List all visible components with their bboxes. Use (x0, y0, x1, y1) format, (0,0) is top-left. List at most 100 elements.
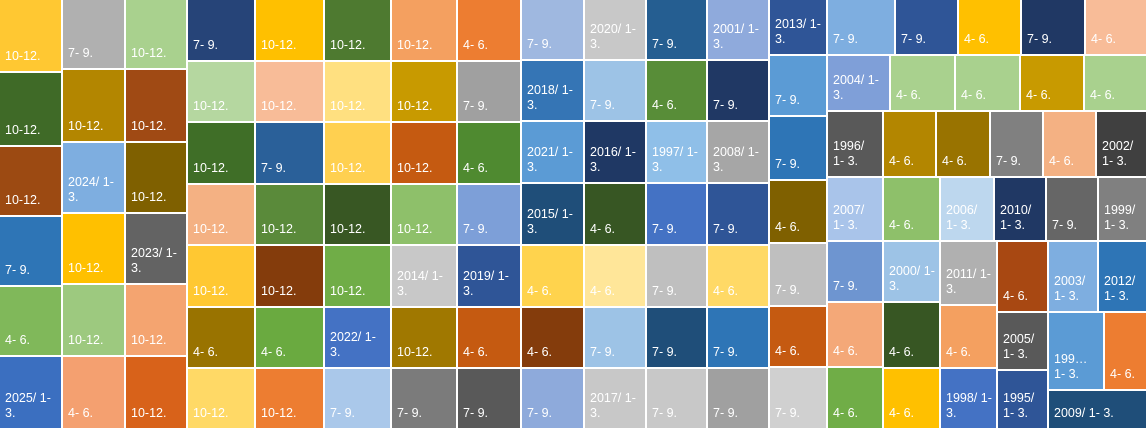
treemap-cell: 10-12. (63, 214, 126, 285)
treemap-cell: 1999/ 1- 3. (1099, 178, 1148, 242)
treemap-cell: 2011/ 1- 3. (941, 242, 998, 306)
cell-label: 7- 9. (996, 154, 1022, 168)
cell-label: 4- 6. (889, 154, 915, 168)
treemap-cell: 7- 9. (63, 0, 126, 70)
treemap-cell: 10-12. (325, 62, 392, 123)
cell-label: 4- 6. (5, 333, 31, 347)
cell-label: 4- 6. (463, 345, 489, 359)
cell-label: 10-12. (68, 333, 104, 347)
treemap-cell: 4- 6. (884, 303, 941, 369)
cell-label: 10-12. (131, 333, 167, 347)
treemap-cell: 10-12. (392, 185, 458, 246)
treemap-cell: 7- 9. (708, 61, 770, 122)
treemap-cell: 7- 9. (647, 308, 708, 369)
cell-label: 10-12. (193, 284, 229, 298)
treemap-cell: 1995/ 1- 3. (998, 371, 1049, 430)
cell-label: 7- 9. (713, 222, 739, 236)
treemap-cell: 2005/ 1- 3. (998, 313, 1049, 371)
cell-label: 10-12. (193, 99, 229, 113)
treemap-cell: 7- 9. (522, 369, 585, 430)
treemap-cell: 10-12. (325, 0, 392, 62)
cell-label: 7- 9. (330, 406, 356, 420)
treemap-cell: 7- 9. (522, 0, 585, 61)
treemap-cell: 10-12. (325, 123, 392, 185)
cell-label: 2006/ 1- 3. (946, 203, 978, 232)
treemap-cell: 4- 6. (956, 56, 1021, 112)
treemap-cell: 2022/ 1- 3. (325, 308, 392, 369)
cell-label: 7- 9. (1052, 218, 1078, 232)
treemap-cell: 2024/ 1- 3. (63, 143, 126, 214)
treemap-cell: 2012/ 1- 3. (1099, 242, 1148, 313)
cell-label: 2003/ 1- 3. (1054, 274, 1086, 303)
cell-label: 7- 9. (527, 37, 553, 51)
treemap-cell: 2023/ 1- 3. (126, 214, 188, 285)
cell-label: 1998/ 1- 3. (946, 391, 992, 420)
cell-label: 4- 6. (964, 32, 990, 46)
cell-label: 10-12. (261, 406, 297, 420)
treemap-cell: 10-12. (126, 143, 188, 214)
treemap-cell: 10-12. (256, 0, 325, 62)
cell-label: 2017/ 1- 3. (590, 391, 636, 420)
cell-label: 2024/ 1- 3. (68, 175, 114, 204)
treemap-cell: 2008/ 1- 3. (708, 122, 770, 184)
treemap-cell: 4- 6. (1044, 112, 1097, 178)
cell-label: 2008/ 1- 3. (713, 145, 759, 174)
cell-label: 10-12. (5, 193, 41, 207)
treemap-cell: 10-12. (126, 0, 188, 70)
treemap-cell: 7- 9. (392, 369, 458, 430)
treemap-cell: 2019/ 1- 3. (458, 246, 522, 308)
cell-label: 2013/ 1- 3. (775, 17, 821, 46)
cell-label: 7- 9. (833, 279, 859, 293)
treemap-cell: 7- 9. (991, 112, 1044, 178)
treemap-cell: 2016/ 1- 3. (585, 122, 647, 184)
cell-label: 4- 6. (1110, 367, 1136, 381)
treemap-cell: 2006/ 1- 3. (941, 178, 995, 242)
treemap-cell: 4- 6. (458, 308, 522, 369)
cell-label: 7- 9. (775, 157, 801, 171)
cell-label: 10-12. (131, 46, 167, 60)
cell-label: 2014/ 1- 3. (397, 269, 443, 298)
treemap-cell: 7- 9. (647, 184, 708, 246)
cell-label: 4- 6. (1049, 154, 1075, 168)
treemap-cell: 4- 6. (585, 184, 647, 246)
cell-label: 4- 6. (833, 406, 859, 420)
treemap-cell: 4- 6. (828, 368, 884, 430)
cell-label: 7- 9. (68, 46, 94, 60)
cell-label: 2020/ 1- 3. (590, 22, 636, 51)
cell-label: 4- 6. (889, 345, 915, 359)
cell-label: 7- 9. (775, 93, 801, 107)
cell-label: 4- 6. (463, 161, 489, 175)
treemap-cell: 7- 9. (1022, 0, 1086, 56)
cell-label: 1995/ 1- 3. (1003, 391, 1035, 420)
cell-label: 7- 9. (713, 406, 739, 420)
cell-label: 4- 6. (590, 222, 616, 236)
cell-label: 10-12. (330, 284, 366, 298)
cell-label: 10-12. (5, 123, 41, 137)
treemap-cell: 10-12. (63, 70, 126, 143)
treemap-cell: 2000/ 1- 3. (884, 242, 941, 303)
cell-label: 10-12. (261, 284, 297, 298)
cell-label: 10-12. (131, 119, 167, 133)
cell-label: 10-12. (330, 222, 366, 236)
cell-label: 7- 9. (652, 37, 678, 51)
cell-label: 7- 9. (713, 345, 739, 359)
cell-label: 7- 9. (775, 283, 801, 297)
treemap-cell: 7- 9. (0, 217, 63, 287)
cell-label: 10-12. (397, 345, 433, 359)
treemap-cell: 4- 6. (828, 303, 884, 368)
cell-label: 10-12. (193, 406, 229, 420)
treemap-cell: 7- 9. (458, 185, 522, 246)
cell-label: 10-12. (5, 49, 41, 63)
treemap-cell: 4- 6. (998, 242, 1049, 313)
treemap-cell: 4- 6. (522, 246, 585, 308)
treemap-cell: 2014/ 1- 3. (392, 246, 458, 308)
treemap-cell: 4- 6. (770, 307, 828, 368)
treemap-cell: 2009/ 1- 3. (1049, 391, 1148, 430)
cell-label: 2022/ 1- 3. (330, 330, 376, 359)
treemap-cell: 10-12. (126, 357, 188, 430)
treemap-cell: 7- 9. (1047, 178, 1099, 242)
cell-label: 4- 6. (1091, 32, 1117, 46)
treemap-cell: 10-12. (0, 0, 63, 73)
cell-label: 7- 9. (901, 32, 927, 46)
treemap-cell: 10-12. (0, 147, 63, 217)
